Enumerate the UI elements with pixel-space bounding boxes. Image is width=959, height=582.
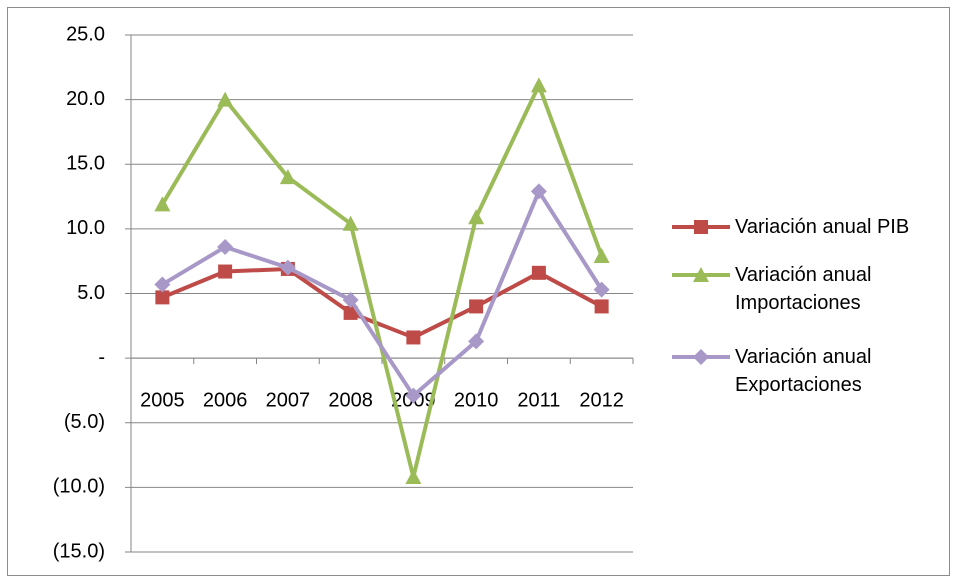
data-point bbox=[530, 77, 547, 93]
data-point bbox=[218, 264, 233, 279]
data-point bbox=[279, 259, 296, 276]
y-tick-label: 5.0 bbox=[77, 282, 105, 304]
y-tick-label: 10.0 bbox=[66, 217, 105, 239]
data-point bbox=[531, 265, 546, 280]
y-tick-label: 25.0 bbox=[66, 23, 105, 45]
x-tick-label: 2005 bbox=[140, 389, 185, 411]
data-point bbox=[155, 290, 170, 305]
data-point bbox=[469, 299, 484, 314]
data-point bbox=[343, 305, 358, 320]
data-point bbox=[468, 209, 485, 225]
y-tick-label: - bbox=[98, 346, 105, 368]
x-tick-label: 2008 bbox=[328, 389, 373, 411]
data-point bbox=[468, 333, 485, 350]
x-tick-label: 2006 bbox=[203, 389, 248, 411]
data-point bbox=[594, 299, 609, 314]
data-point bbox=[342, 215, 359, 231]
x-tick-label: 2012 bbox=[579, 389, 624, 411]
y-tick-label: (5.0) bbox=[64, 411, 105, 433]
legend-label: Variación anual Exportaciones bbox=[735, 346, 872, 396]
y-tick-label: (15.0) bbox=[53, 540, 105, 562]
x-tick-label: 2010 bbox=[454, 389, 499, 411]
legend-marker bbox=[693, 349, 709, 365]
legend-label: Variación anual PIB bbox=[735, 216, 910, 238]
y-tick-label: 20.0 bbox=[66, 88, 105, 110]
data-point bbox=[279, 169, 296, 185]
x-tick-label: 2007 bbox=[266, 389, 311, 411]
data-point bbox=[593, 248, 610, 264]
data-point bbox=[217, 238, 234, 255]
y-tick-label: 15.0 bbox=[66, 153, 105, 175]
data-point bbox=[593, 281, 610, 298]
data-point bbox=[406, 330, 421, 345]
series-line bbox=[161, 266, 603, 340]
legend-marker bbox=[694, 220, 708, 234]
data-point bbox=[405, 469, 422, 485]
data-point bbox=[342, 291, 359, 308]
data-point bbox=[154, 276, 171, 293]
legend-marker bbox=[693, 267, 709, 282]
data-point bbox=[405, 387, 422, 404]
legend-label: Variación anual Importaciones bbox=[735, 264, 872, 314]
data-point bbox=[530, 183, 547, 200]
x-tick-label: 2011 bbox=[517, 389, 560, 411]
data-point bbox=[217, 91, 234, 107]
y-tick-label: (10.0) bbox=[53, 476, 105, 498]
data-point bbox=[154, 196, 171, 212]
series-line bbox=[161, 189, 604, 398]
